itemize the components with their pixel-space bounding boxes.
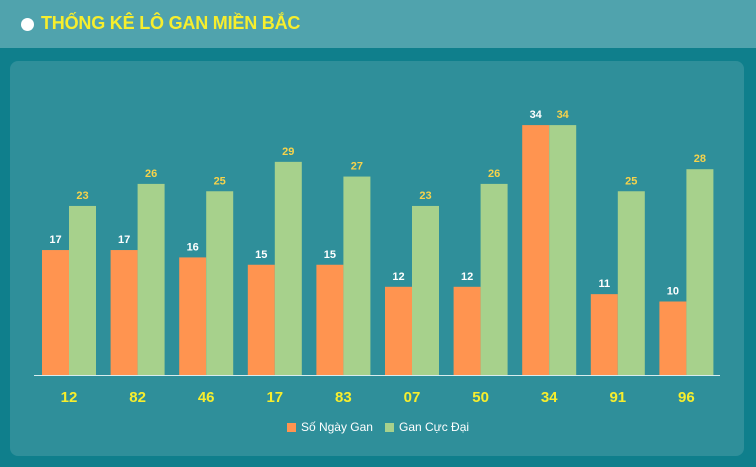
x-tick-label-46: 46: [198, 389, 215, 406]
legend-swatch-gan-cuc-dai: [384, 422, 394, 432]
legend-label-so-ngay-gan: Số Ngày Gan: [300, 420, 373, 434]
bar-gan-cuc-dai-12[interactable]: [69, 205, 96, 375]
bar-gan-cuc-dai-82[interactable]: [137, 183, 165, 375]
bar-so-ngay-gan-07[interactable]: [385, 286, 412, 375]
bar-so-ngay-gan-34[interactable]: [522, 125, 550, 375]
chart-legend: Số Ngày Gan Gan Cực Đại: [0, 419, 756, 435]
bar-gan-cuc-dai-83[interactable]: [343, 176, 371, 375]
legend-swatch-so-ngay-gan: [286, 422, 296, 432]
x-tick-label-82: 82: [129, 389, 146, 406]
data-label-gan-cuc-dai-96: 28: [694, 153, 706, 165]
bar-gan-cuc-dai-46[interactable]: [206, 191, 234, 375]
data-label-so-ngay-gan-46: 16: [187, 241, 199, 253]
x-tick-label-12: 12: [61, 389, 78, 406]
bar-so-ngay-gan-46[interactable]: [179, 257, 207, 375]
data-label-gan-cuc-dai-46: 25: [214, 175, 226, 187]
data-label-gan-cuc-dai-82: 26: [145, 168, 157, 180]
x-tick-label-07: 07: [404, 389, 421, 406]
x-tick-label-83: 83: [335, 389, 352, 406]
bar-so-ngay-gan-83[interactable]: [316, 264, 344, 375]
legend-item-gan-cuc-dai[interactable]: Gan Cực Đại: [384, 420, 470, 434]
x-tick-label-50: 50: [472, 389, 489, 406]
bar-so-ngay-gan-50[interactable]: [453, 286, 481, 375]
bar-gan-cuc-dai-91[interactable]: [617, 191, 645, 375]
data-label-gan-cuc-dai-07: 23: [419, 190, 431, 202]
page-title: THỐNG KÊ LÔ GAN MIỀN BẮC: [41, 13, 301, 33]
bar-so-ngay-gan-17[interactable]: [247, 264, 275, 375]
bar-so-ngay-gan-82[interactable]: [110, 250, 138, 375]
bullet-icon: [21, 18, 34, 31]
data-label-so-ngay-gan-12: 17: [49, 234, 61, 246]
data-label-so-ngay-gan-83: 15: [324, 249, 336, 261]
data-label-so-ngay-gan-91: 11: [598, 278, 610, 290]
header-bar: THỐNG KÊ LÔ GAN MIỀN BẮC: [0, 0, 756, 48]
bar-gan-cuc-dai-17[interactable]: [274, 161, 302, 375]
x-tick-label-91: 91: [609, 389, 626, 406]
x-tick-label-17: 17: [266, 389, 283, 406]
bar-so-ngay-gan-12[interactable]: [42, 250, 69, 375]
bar-so-ngay-gan-91[interactable]: [590, 294, 618, 375]
bar-gan-cuc-dai-50[interactable]: [480, 183, 508, 375]
data-label-so-ngay-gan-34: 34: [530, 109, 543, 121]
legend-label-gan-cuc-dai: Gan Cực Đại: [398, 420, 470, 434]
bar-gan-cuc-dai-07[interactable]: [412, 205, 439, 375]
data-label-gan-cuc-dai-34: 34: [557, 109, 570, 121]
bar-so-ngay-gan-96[interactable]: [659, 301, 687, 376]
x-tick-label-34: 34: [541, 389, 558, 406]
data-label-gan-cuc-dai-17: 29: [282, 146, 294, 158]
data-label-gan-cuc-dai-12: 23: [76, 190, 88, 202]
bar-gan-cuc-dai-96[interactable]: [686, 169, 714, 375]
data-label-gan-cuc-dai-83: 27: [351, 161, 363, 173]
bar-gan-cuc-dai-34[interactable]: [549, 125, 577, 375]
data-label-so-ngay-gan-17: 15: [255, 249, 267, 261]
data-label-so-ngay-gan-50: 12: [461, 271, 473, 283]
data-label-gan-cuc-dai-91: 25: [625, 175, 637, 187]
data-label-so-ngay-gan-96: 10: [667, 286, 679, 298]
legend-item-so-ngay-gan[interactable]: Số Ngày Gan: [286, 420, 373, 434]
x-tick-label-96: 96: [678, 389, 695, 406]
data-label-so-ngay-gan-82: 17: [118, 234, 130, 246]
data-label-gan-cuc-dai-50: 26: [488, 168, 500, 180]
data-label-so-ngay-gan-07: 12: [392, 271, 404, 283]
